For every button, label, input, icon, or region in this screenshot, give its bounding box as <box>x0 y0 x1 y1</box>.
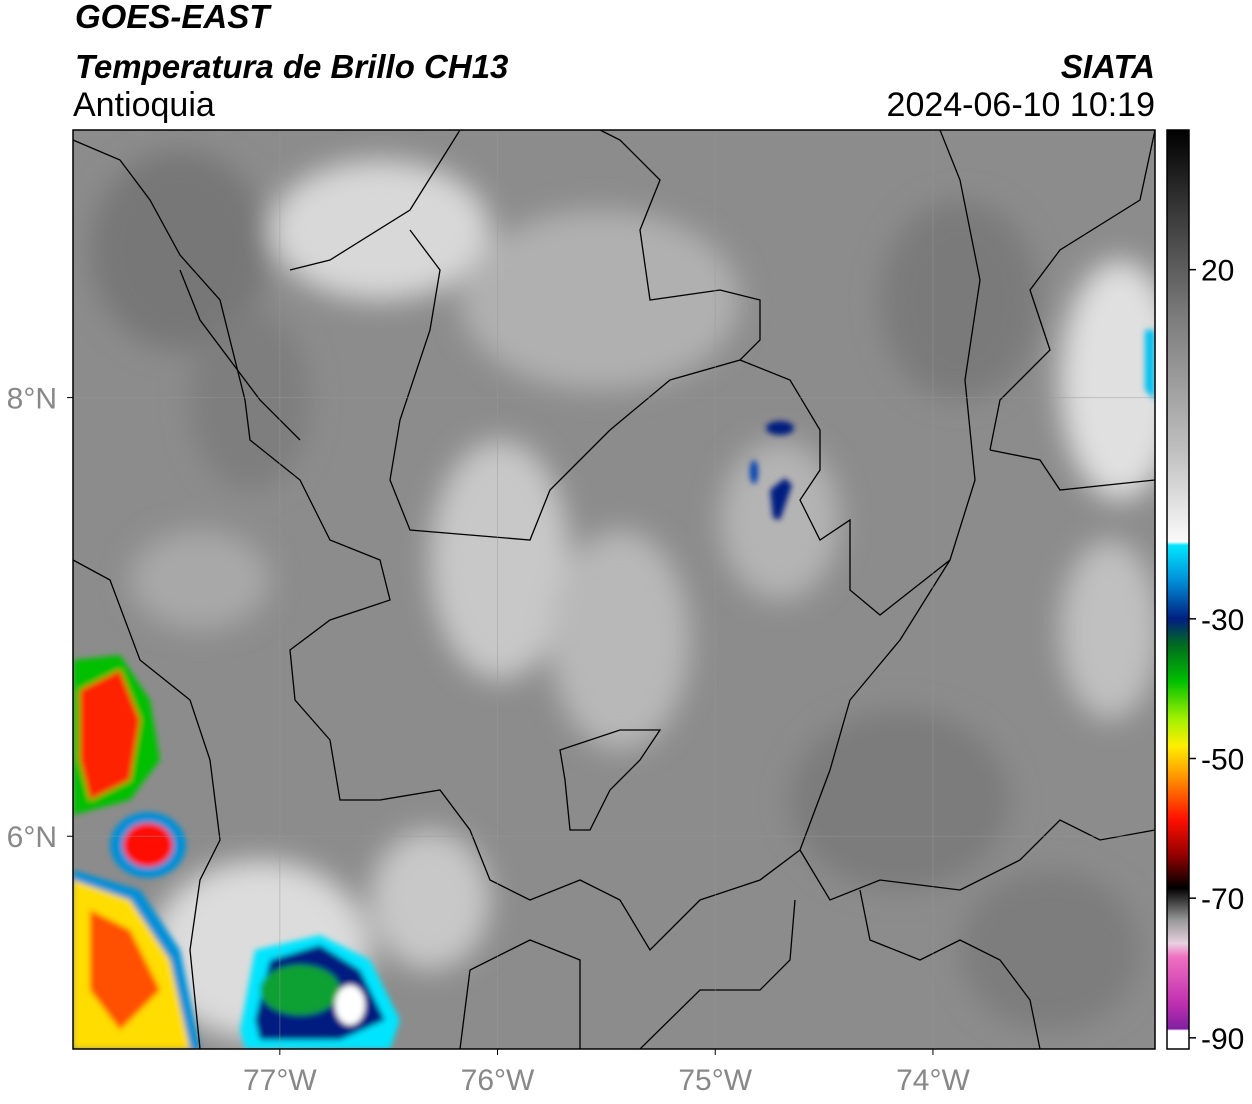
colorbar-ticks: 20 -30 -50 -70 -90 <box>1189 255 1244 1056</box>
map-ticks: 77°W 76°W 75°W 74°W 8°N 6°N <box>7 383 971 1097</box>
borders <box>73 130 1155 1049</box>
timestamp: 2024-06-10 10:19 <box>887 86 1155 124</box>
colorbar-tick-label: -90 <box>1201 1023 1244 1056</box>
map-grid <box>73 130 1155 1049</box>
colorbar-tick-label: -70 <box>1201 883 1244 916</box>
colorbar-tick-label: -30 <box>1201 604 1244 637</box>
agency: SIATA <box>1061 48 1155 85</box>
y-tick-label: 8°N <box>7 383 57 416</box>
colorbar <box>1166 129 1190 1050</box>
satellite: GOES-EAST <box>75 0 272 35</box>
x-tick-label: 76°W <box>461 1064 535 1097</box>
y-tick-label: 6°N <box>7 821 57 854</box>
x-tick-label: 77°W <box>243 1064 317 1097</box>
satellite-image <box>73 130 1155 1049</box>
x-tick-label: 75°W <box>678 1064 752 1097</box>
product: Temperatura de Brillo CH13 <box>75 48 508 85</box>
colorbar-tick-label: 20 <box>1201 255 1234 288</box>
colorbar-tick-label: -50 <box>1201 743 1244 776</box>
x-tick-label: 74°W <box>896 1064 970 1097</box>
region: Antioquia <box>73 86 215 124</box>
map-frame <box>72 129 1156 1050</box>
